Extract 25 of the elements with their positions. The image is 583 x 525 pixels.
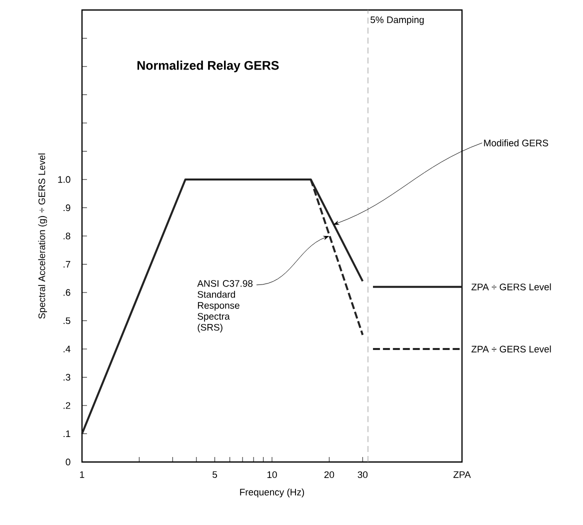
- text: Normalized Relay GERS: [137, 60, 279, 72]
- annotation: ZPA ÷ GERS Level: [471, 346, 551, 352]
- y-tick-label: .1: [64, 430, 70, 438]
- ref-line-label: 5% Damping: [370, 16, 424, 25]
- annotation: ZPA ÷ GERS Level: [471, 283, 551, 290]
- x-axis-title: Frequency (Hz): [240, 488, 304, 498]
- y-tick-label: 1.0: [58, 176, 70, 183]
- y-tick-label: .7: [64, 260, 70, 268]
- annotation: Modified GERS: [484, 139, 548, 146]
- y-tick-label: 0: [66, 458, 70, 466]
- y-tick-label: .2: [64, 402, 70, 409]
- x-tick-label: ZPA: [453, 471, 471, 478]
- annotation: ANSI C37.98 Standard Response Spectra (SRS): [197, 280, 253, 333]
- x-tick-label: 5: [212, 471, 218, 478]
- x-tick-label: 1: [80, 471, 84, 478]
- y-axis-title: Spectral Acceleration (g) ÷ GERS Level: [38, 154, 48, 319]
- y-tick-label: .9: [64, 204, 70, 212]
- x-tick-label: 10: [267, 471, 277, 478]
- x-tick-label: 20: [324, 471, 334, 478]
- y-tick-label: .6: [64, 289, 70, 296]
- y-tick-label: .3: [64, 374, 70, 381]
- y-tick-label: .4: [64, 346, 70, 352]
- x-tick-label: 30: [358, 471, 368, 478]
- y-tick-label: .8: [64, 232, 70, 240]
- y-tick-label: .5: [64, 317, 70, 324]
